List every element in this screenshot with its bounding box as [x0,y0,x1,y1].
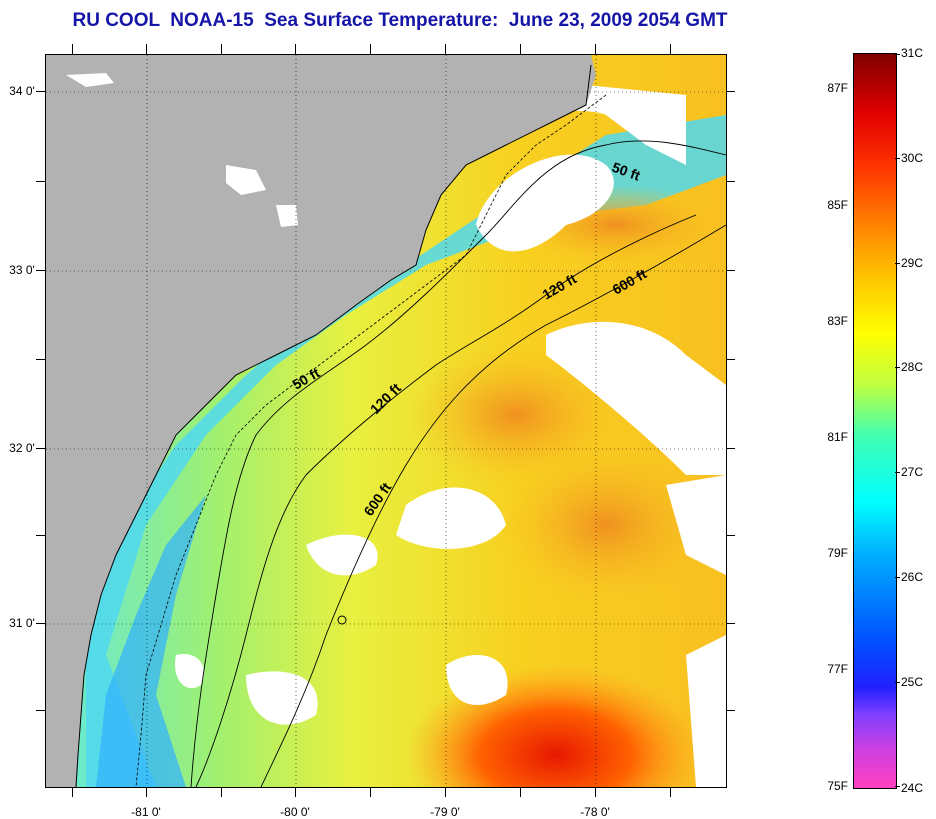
colorbar-tick [895,472,900,473]
axis-tick [72,44,73,54]
axis-tick [146,44,147,54]
land-mass [46,55,596,787]
axis-tick [726,91,735,92]
colorbar-celsius-label: 30C [901,151,924,165]
colorbar-celsius-label: 24C [901,781,924,795]
axis-tick [36,623,45,624]
lake [66,73,114,87]
axis-tick [221,787,222,797]
axis-tick [36,359,45,360]
axis-tick [726,535,735,536]
cloud-region [306,534,378,576]
axis-tick [726,270,735,271]
colorbar-tick [895,54,900,55]
cloud-region [666,475,726,575]
colorbar-fahrenheit-label: 79F [827,546,848,560]
colorbar-fahrenheit-label: 83F [827,314,848,328]
colorbar-celsius-label: 27C [901,465,924,479]
cloud-region [686,635,726,787]
axis-tick [726,359,735,360]
isobath-50ft [190,140,726,787]
axis-tick [295,44,296,54]
longitude-label: -80 0' [280,805,310,819]
axis-tick [146,787,147,797]
latitude-label: 32 0' [9,441,35,455]
axis-tick [36,448,45,449]
chart-title: RU COOL NOAA-15 Sea Surface Temperature:… [72,10,728,31]
axis-tick [445,44,446,54]
colorbar-fahrenheit-label: 75F [827,779,848,793]
lake [276,205,298,227]
colorbar-celsius-label: 29C [901,256,924,270]
latitude-label: 34 0' [9,84,35,98]
axis-tick [36,710,45,711]
axis-tick [36,91,45,92]
coastline [75,64,592,787]
colorbar-celsius-label: 25C [901,675,924,689]
latitude-label: 33 0' [9,263,35,277]
colorbar-celsius-label: 28C [901,360,924,374]
cloud-region [175,654,205,689]
axis-tick [520,44,521,54]
colorbar-tick [895,577,900,578]
cloud-region [546,321,726,475]
colorbar-celsius-label: 26C [901,570,924,584]
axis-tick [520,787,521,797]
sst-map: 50 ft 120 ft 600 ft 50 ft 120 ft 600 ft [45,54,727,788]
latitude-label: 31 0' [9,616,35,630]
colorbar-tick [895,367,900,368]
isobath-600ft [260,224,726,787]
axis-tick [726,448,735,449]
colorbar-tick [895,158,900,159]
colorbar-tick [895,682,900,683]
colorbar-fahrenheit-label: 85F [827,198,848,212]
axis-tick [670,787,671,797]
sst-map-image: 50 ft 120 ft 600 ft 50 ft 120 ft 600 ft [46,55,726,787]
isobath-120ft [195,214,697,787]
lake [226,165,266,195]
axis-tick [36,535,45,536]
cloud-region [396,487,506,549]
colorbar [853,53,897,789]
axis-tick [36,181,45,182]
axis-tick [726,623,735,624]
cloud-region [246,671,318,725]
nearshore-cool-water [86,115,726,787]
cloud-region [446,655,508,705]
axis-tick [72,787,73,797]
colorbar-tick [895,786,900,787]
colorbar-fahrenheit-label: 87F [827,81,848,95]
axis-tick [221,44,222,54]
graticule [46,55,726,787]
axis-tick [726,710,735,711]
axis-tick [36,270,45,271]
warm-patch [496,445,716,605]
colorbar-celsius-label: 31C [901,46,924,60]
longitude-label: -81 0' [131,805,161,819]
longitude-label: -78 0' [580,805,610,819]
axis-tick [445,787,446,797]
colorbar-fahrenheit-label: 77F [827,662,848,676]
colorbar-tick [895,263,900,264]
axis-tick [726,181,735,182]
longitude-label: -79 0' [430,805,460,819]
colorbar-fahrenheit-label: 81F [827,430,848,444]
axis-tick [670,44,671,54]
axis-tick [595,44,596,54]
cloud-region [476,154,614,252]
axis-tick [370,787,371,797]
axis-tick [295,787,296,797]
axis-tick [595,787,596,797]
estuary-coast-detail [135,94,607,787]
axis-tick [370,44,371,54]
